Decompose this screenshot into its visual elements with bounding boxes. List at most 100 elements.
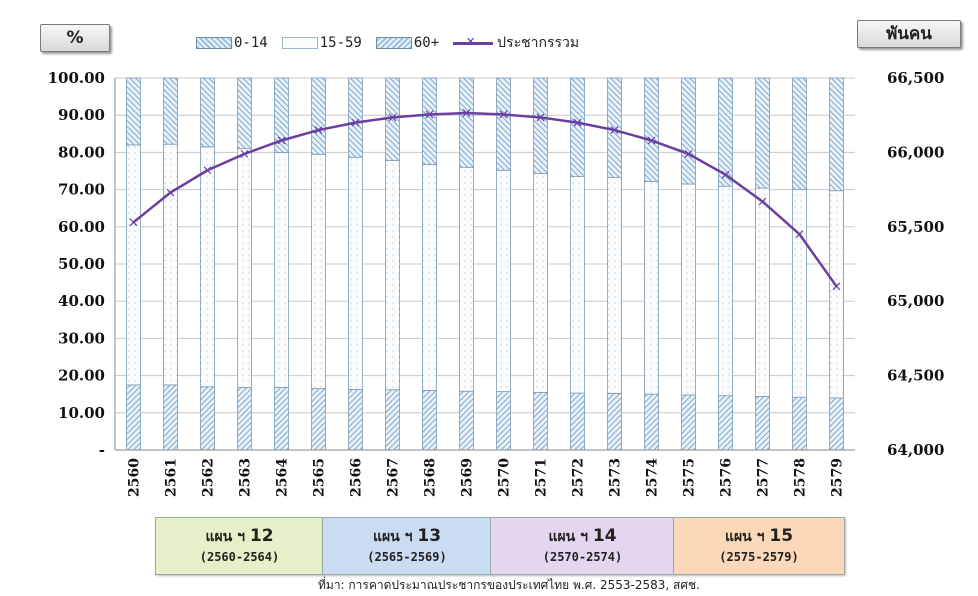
y-left-tick-label: 30.00 [58,329,105,347]
bar-segment-60plus [163,77,178,145]
y-left-tick-label: 40.00 [58,292,105,310]
bar-segment-0-14 [311,388,326,451]
total-line-point [832,282,841,291]
bar-segment-60plus [533,77,548,175]
bars [126,77,844,451]
bar-segment-60plus [422,77,437,165]
total-line-point [314,126,323,135]
y-right-tick-label: 66,000 [887,143,944,161]
y-right-tick-label: 66,500 [887,69,944,87]
legend-item-young: 0-14 [196,35,268,51]
bar-segment-15-59 [829,190,844,399]
plan-range: (2560-2564) [199,550,280,564]
legend-swatch-working [281,37,318,49]
bar-segment-0-14 [348,388,363,451]
population-chart: - 10.00 20.00 30.00 40.00 50.00 60.00 70.00 80.0… [48,69,945,497]
bar-segment-0-14 [533,391,548,451]
bar-segment-15-59 [163,143,178,386]
bar-segment-15-59 [570,176,585,394]
y-left-tick-label: 60.00 [58,218,105,236]
bar-segment-60plus [200,77,215,148]
bar-segment-60plus [755,77,770,189]
total-line-point [536,113,545,122]
x-tick-label: 2571 [534,458,550,497]
x-tick-label: 2574 [645,458,661,497]
x-tick-label: 2577 [756,458,772,497]
bar-segment-0-14 [607,393,622,451]
bar-segment-60plus [237,77,252,150]
legend-label-total: ประชากรรวม [497,35,580,51]
legend-swatch-young [196,37,232,49]
y-right-tick-label: 64,000 [887,441,944,459]
left-axis-unit: % [40,24,110,52]
axes: - 10.00 20.00 30.00 40.00 50.00 60.00 70.00 80.0… [48,69,945,497]
bar-segment-15-59 [237,148,252,388]
total-line-point [610,126,619,135]
legend-item-total: ประชากรรวม [453,32,579,54]
plan-range: (2575-2579) [719,550,799,564]
bar-segment-0-14 [385,389,400,451]
bar-segment-0-14 [163,384,178,451]
legend-swatch-total [453,32,494,50]
bar-segment-60plus [348,77,363,158]
total-line-point [425,110,434,119]
bar-segment-15-59 [422,163,437,391]
bar-segment-0-14 [496,391,511,451]
x-tick-label: 2564 [275,458,291,497]
legend-label-working: 15-59 [319,35,362,51]
bar-segment-0-14 [200,386,215,451]
bar-segment-60plus [126,77,141,146]
x-tick-label: 2575 [682,458,698,497]
x-tick-label: 2566 [349,458,365,497]
total-line-point [203,166,212,175]
bar-segment-0-14 [644,393,659,451]
bar-segment-0-14 [829,397,844,451]
total-line-point [166,188,175,197]
x-tick-label: 2579 [830,458,846,497]
x-tick-label: 2576 [719,458,735,497]
bar-segment-15-59 [496,169,511,392]
bar-segment-60plus [459,77,474,168]
plan-number: 15 [769,526,794,546]
x-tick-label: 2572 [571,458,587,497]
total-line-point [573,118,582,127]
bar-segment-15-59 [533,173,548,393]
bar-segment-60plus [829,77,844,192]
bar-segment-0-14 [570,392,585,451]
x-tick-label: 2560 [127,458,143,497]
right-axis-unit: พันคน [857,20,961,48]
bar-segment-60plus [718,77,733,187]
bar-segment-15-59 [200,146,215,388]
total-line-point [758,197,767,206]
bar-segment-60plus [644,77,659,182]
total-line-point [499,110,508,119]
bar-segment-60plus [496,77,511,171]
plan-number: 14 [592,526,617,546]
bar-segment-60plus [311,77,326,155]
bar-segment-60plus [681,77,696,185]
grid [115,77,855,451]
bar-segment-60plus [607,77,622,178]
bar-segment-60plus [274,77,289,153]
y-left-tick-label: - [99,441,105,459]
total-line-point [647,136,656,145]
x-tick-label: 2578 [793,458,809,497]
y-right-tick-label: 64,500 [887,367,944,385]
plan-number: 12 [249,526,274,546]
total-line-point [684,149,693,158]
bar-segment-0-14 [237,387,252,451]
bar-segment-60plus [570,77,585,177]
y-left-tick-label: 80.00 [58,143,105,161]
x-tick-label: 2569 [460,458,476,497]
total-line-point [388,113,397,122]
bar-segment-0-14 [755,396,770,451]
total-line-point [721,170,730,179]
total-line-point [240,149,249,158]
bar-segment-15-59 [385,160,400,391]
y-left-tick-label: 10.00 [58,404,105,422]
x-tick-label: 2567 [386,458,402,497]
y-right-tick-label: 65,000 [887,292,944,310]
bar-segment-15-59 [459,166,474,392]
bar-segment-0-14 [422,390,437,451]
bar-segment-0-14 [459,390,474,451]
